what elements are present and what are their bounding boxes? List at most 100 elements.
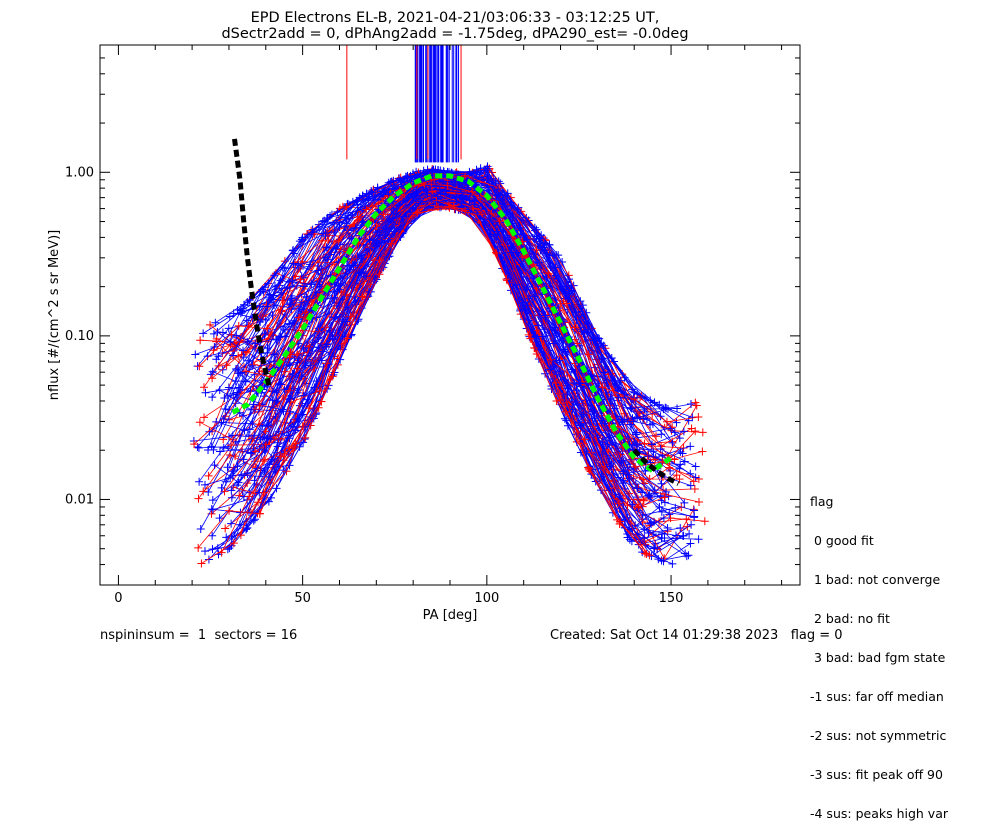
spectrum-point xyxy=(638,488,647,497)
spectrum-point xyxy=(557,381,566,390)
fit-curves xyxy=(231,138,680,486)
spectrum-point xyxy=(223,463,232,472)
x-tick-label: 0 xyxy=(114,591,122,606)
spectrum-point xyxy=(285,361,294,370)
spectrum-point xyxy=(432,196,441,205)
spectrum-point xyxy=(278,405,287,414)
spectrum-point xyxy=(684,416,693,425)
spectrum-point xyxy=(343,334,352,343)
spectrum-point xyxy=(655,502,664,511)
spectrum-point xyxy=(556,299,565,308)
spectrum-point xyxy=(482,164,491,173)
spectrum-point xyxy=(387,239,396,248)
spectrum-point xyxy=(342,219,351,228)
spectrum-point xyxy=(584,463,593,472)
spectrum-point xyxy=(551,378,560,387)
spectrum-point xyxy=(248,361,257,370)
spectrum-point xyxy=(212,355,221,364)
spectrum-point xyxy=(686,539,695,548)
spectrum-point xyxy=(318,347,327,356)
spectrum-point xyxy=(683,522,692,531)
spectrum-point xyxy=(204,487,213,496)
spectrum-point xyxy=(234,352,243,361)
spectrum-point xyxy=(503,189,512,198)
spectrum-point xyxy=(342,317,351,326)
spectrum-point xyxy=(299,282,308,291)
spectrum-point xyxy=(317,356,326,365)
spectrum-point xyxy=(347,256,356,265)
spectrum-point xyxy=(242,316,251,325)
spectrum-point xyxy=(241,525,250,534)
spectrum-line xyxy=(223,190,633,505)
spectrum-point xyxy=(698,447,707,456)
spectrum-point xyxy=(495,217,504,226)
spectrum-point xyxy=(646,518,655,527)
spectrum-point xyxy=(219,435,228,444)
spectrum-line xyxy=(207,182,696,478)
spectrum-point xyxy=(235,520,244,529)
spectrum-point xyxy=(691,462,700,471)
spectrum-point xyxy=(413,191,422,200)
spectrum-point xyxy=(695,497,704,506)
spectrum-point xyxy=(213,328,222,337)
spectrum-point xyxy=(334,281,343,290)
spectrum-point xyxy=(686,400,695,409)
spectrum-point xyxy=(195,362,204,371)
spectrum-point xyxy=(245,492,254,501)
spectrum-point xyxy=(276,332,285,341)
spectrum-point xyxy=(657,430,666,439)
spectrum-point xyxy=(285,444,294,453)
spectrum-point xyxy=(288,276,297,285)
spectrum-point xyxy=(206,320,215,329)
spectrum-point xyxy=(229,351,238,360)
spectrum-point xyxy=(204,445,213,454)
spectrum-point xyxy=(641,466,650,475)
spectrum-point xyxy=(243,337,252,346)
spectrum-point xyxy=(280,449,289,458)
spectrum-line xyxy=(200,200,677,536)
spectrum-point xyxy=(630,441,639,450)
spectrum-point xyxy=(694,475,703,484)
spectrum-point xyxy=(436,189,445,198)
spectrum-point xyxy=(208,496,217,505)
spectrum-point xyxy=(220,394,229,403)
spectrum-point xyxy=(288,294,297,303)
spectrum-point xyxy=(247,405,256,414)
axes: 0 50 100 150 0.01 0.10 1.00 xyxy=(65,44,800,606)
spectrum-point xyxy=(373,183,382,192)
spectrum-point xyxy=(263,302,272,311)
spectrum-point xyxy=(317,264,326,273)
spectrum-point xyxy=(306,361,315,370)
spectrum-point xyxy=(664,492,673,501)
spectrum-point xyxy=(481,166,490,175)
spectrum-point xyxy=(433,166,442,175)
spectrum-point xyxy=(446,188,455,197)
spectrum-point xyxy=(646,420,655,429)
spectrum-point xyxy=(305,342,314,351)
spectrum-point xyxy=(265,290,274,299)
spectrum-point xyxy=(694,535,703,544)
spectrum-point xyxy=(634,503,643,512)
spectrum-point xyxy=(323,213,332,222)
spectrum-point xyxy=(540,239,549,248)
spectrum-point xyxy=(207,442,216,451)
spectrum-point xyxy=(234,383,243,392)
spectrum-point xyxy=(633,506,642,515)
spectrum-point xyxy=(605,433,614,442)
legend-item: -1 sus: far off median xyxy=(810,689,944,704)
flag-legend: flag 0 good fit 1 bad: not converge 2 ba… xyxy=(810,469,948,833)
spectrum-point xyxy=(379,210,388,219)
spectrum-point xyxy=(627,537,636,546)
spectrum-point xyxy=(676,447,685,456)
spectrum-point xyxy=(614,499,623,508)
spectrum-point xyxy=(670,455,679,464)
spectrum-point xyxy=(684,551,693,560)
spectrum-point xyxy=(487,209,496,218)
spectrum-point xyxy=(205,427,214,436)
spectrum-line xyxy=(225,192,638,489)
spectrum-line xyxy=(253,177,696,462)
spectrum-point xyxy=(655,517,664,526)
spectrum-point xyxy=(687,520,696,529)
spectrum-point xyxy=(623,533,632,542)
spectrum-point xyxy=(224,383,233,392)
